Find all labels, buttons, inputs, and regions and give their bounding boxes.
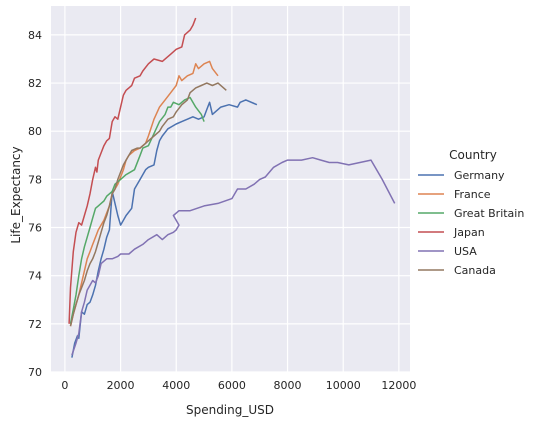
grid: [51, 6, 410, 373]
legend: Country Germany France Great Britain Japan U…: [418, 148, 524, 277]
y-tick-label: 78: [28, 173, 42, 186]
x-axis-label: Spending_USD: [186, 403, 274, 417]
series-line-germany: [71, 99, 258, 358]
legend-label-france: France: [454, 188, 491, 201]
x-tick-label: 2000: [107, 379, 135, 392]
series-line-great-britain: [69, 96, 205, 324]
legend-title: Country: [449, 148, 497, 162]
series-line-canada: [69, 82, 227, 327]
x-tick-label: 8000: [274, 379, 302, 392]
series-line-japan: [68, 17, 197, 324]
y-tick-label: 74: [28, 270, 42, 283]
x-tick-label: 4000: [162, 379, 190, 392]
legend-label-germany: Germany: [454, 169, 505, 182]
y-tick-label: 72: [28, 318, 42, 331]
series-line-usa: [71, 156, 396, 356]
x-tick-label: 6000: [218, 379, 246, 392]
x-tick-label: 10000: [326, 379, 361, 392]
x-tick-labels: 0 2000 4000 6000 8000 10000 12000: [61, 379, 416, 392]
plot-background: [51, 6, 410, 372]
y-tick-label: 76: [28, 222, 42, 235]
y-tick-label: 70: [28, 366, 42, 379]
y-tick-label: 80: [28, 125, 42, 138]
legend-label-canada: Canada: [454, 264, 496, 277]
x-tick-label: 12000: [381, 379, 416, 392]
y-tick-labels: 70 72 74 76 78 80 82 84: [28, 29, 42, 379]
legend-label-usa: USA: [454, 245, 477, 258]
y-tick-label: 84: [28, 29, 42, 42]
legend-label-great-britain: Great Britain: [454, 207, 524, 220]
y-axis-label: Life_Expectancy: [9, 146, 23, 243]
x-tick-label: 0: [61, 379, 68, 392]
y-tick-label: 82: [28, 77, 42, 90]
legend-label-japan: Japan: [453, 226, 485, 239]
series-lines: [68, 17, 396, 358]
